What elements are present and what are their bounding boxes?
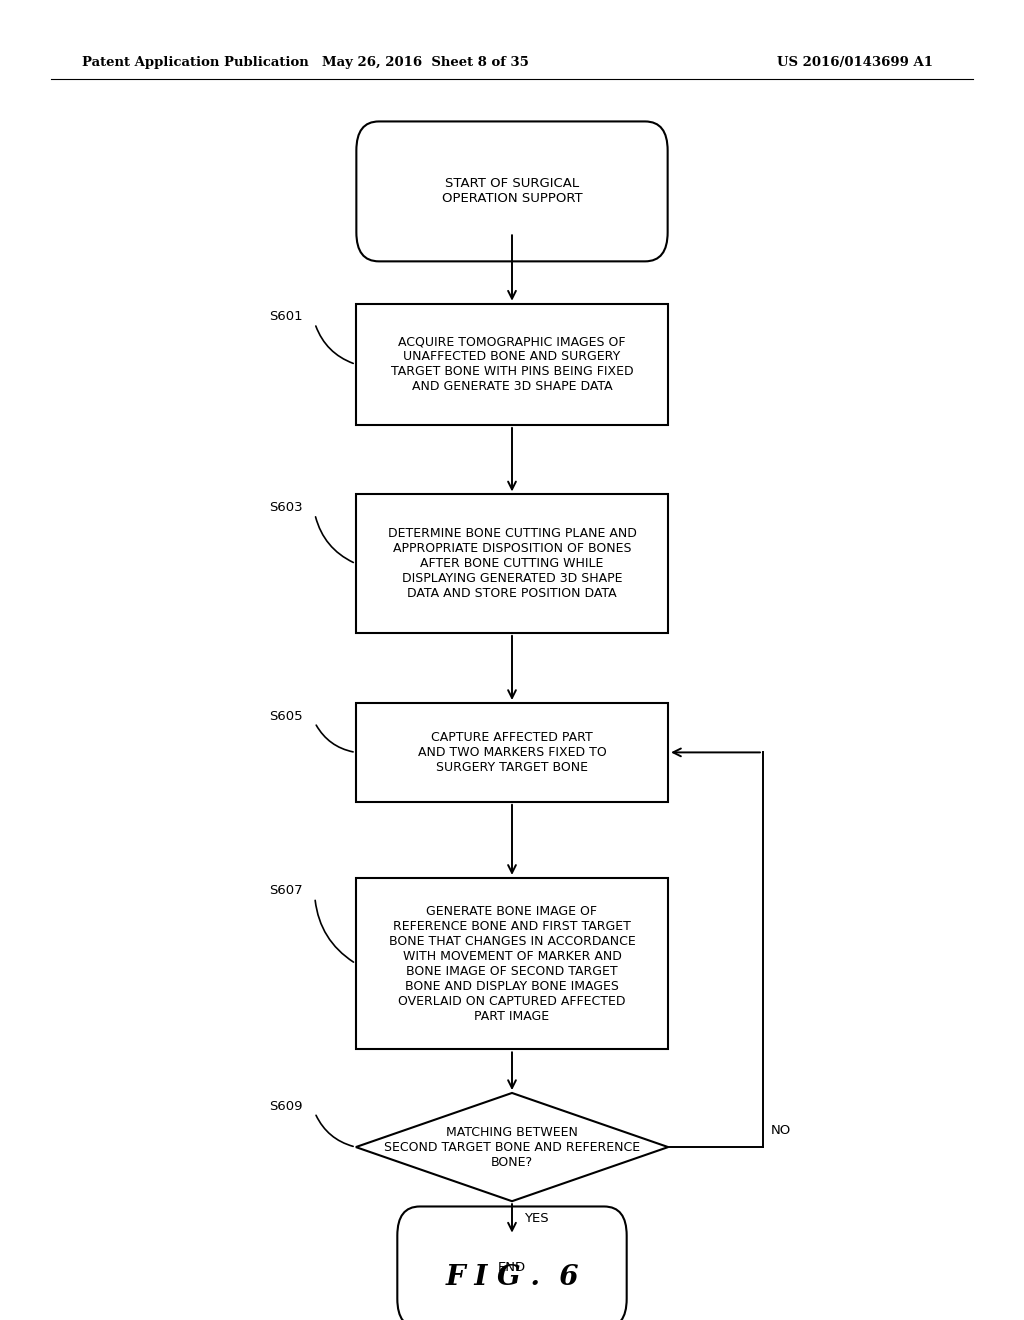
Polygon shape xyxy=(356,1093,668,1201)
FancyBboxPatch shape xyxy=(356,121,668,261)
Text: START OF SURGICAL
OPERATION SUPPORT: START OF SURGICAL OPERATION SUPPORT xyxy=(441,177,583,206)
Text: NO: NO xyxy=(771,1123,792,1137)
Text: S607: S607 xyxy=(268,884,302,898)
Text: S605: S605 xyxy=(268,710,302,722)
FancyBboxPatch shape xyxy=(356,702,669,801)
Text: S603: S603 xyxy=(268,502,302,513)
FancyBboxPatch shape xyxy=(356,495,669,634)
FancyArrowPatch shape xyxy=(315,900,353,962)
Text: MATCHING BETWEEN
SECOND TARGET BONE AND REFERENCE
BONE?: MATCHING BETWEEN SECOND TARGET BONE AND … xyxy=(384,1126,640,1168)
Text: YES: YES xyxy=(524,1212,549,1225)
Text: DETERMINE BONE CUTTING PLANE AND
APPROPRIATE DISPOSITION OF BONES
AFTER BONE CUT: DETERMINE BONE CUTTING PLANE AND APPROPR… xyxy=(387,527,637,601)
Text: S609: S609 xyxy=(268,1100,302,1113)
Text: US 2016/0143699 A1: US 2016/0143699 A1 xyxy=(777,55,933,69)
FancyArrowPatch shape xyxy=(315,326,353,363)
Text: GENERATE BONE IMAGE OF
REFERENCE BONE AND FIRST TARGET
BONE THAT CHANGES IN ACCO: GENERATE BONE IMAGE OF REFERENCE BONE AN… xyxy=(389,904,635,1023)
Text: F I G .  6: F I G . 6 xyxy=(445,1265,579,1291)
FancyArrowPatch shape xyxy=(315,517,353,562)
FancyArrowPatch shape xyxy=(316,725,353,752)
Text: ACQUIRE TOMOGRAPHIC IMAGES OF
UNAFFECTED BONE AND SURGERY
TARGET BONE WITH PINS : ACQUIRE TOMOGRAPHIC IMAGES OF UNAFFECTED… xyxy=(391,335,633,393)
Text: END: END xyxy=(498,1261,526,1274)
Text: Patent Application Publication: Patent Application Publication xyxy=(82,55,308,69)
FancyBboxPatch shape xyxy=(397,1206,627,1320)
Text: May 26, 2016  Sheet 8 of 35: May 26, 2016 Sheet 8 of 35 xyxy=(322,55,528,69)
Text: CAPTURE AFFECTED PART
AND TWO MARKERS FIXED TO
SURGERY TARGET BONE: CAPTURE AFFECTED PART AND TWO MARKERS FI… xyxy=(418,731,606,774)
FancyBboxPatch shape xyxy=(356,878,669,1049)
Text: S601: S601 xyxy=(268,310,302,323)
FancyBboxPatch shape xyxy=(356,304,669,425)
FancyArrowPatch shape xyxy=(316,1115,353,1146)
